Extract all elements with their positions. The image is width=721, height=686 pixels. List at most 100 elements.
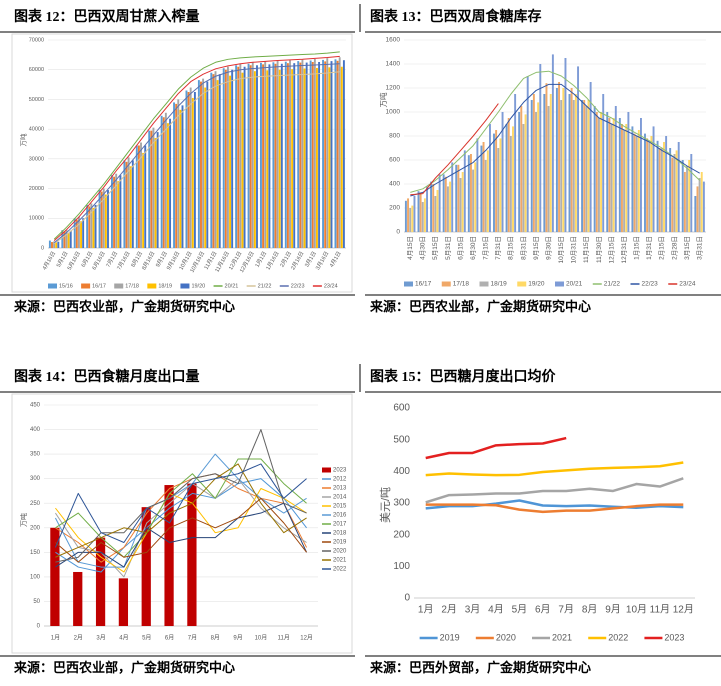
x-tick-label: 12月31日 xyxy=(620,236,628,263)
bar xyxy=(522,124,525,232)
bar xyxy=(417,191,420,232)
bar xyxy=(260,62,262,248)
legend-label: 15/16 xyxy=(59,283,73,289)
bar xyxy=(648,142,651,232)
series-line xyxy=(53,55,340,241)
bar xyxy=(482,142,485,232)
bar xyxy=(340,66,343,248)
x-tick-label: 11月 xyxy=(650,604,670,616)
x-tick-label: 3月31日 xyxy=(695,236,703,260)
bar xyxy=(57,241,60,248)
bar xyxy=(436,190,439,232)
bar xyxy=(618,118,621,232)
bar xyxy=(328,67,331,248)
bar xyxy=(154,138,157,248)
series-line xyxy=(55,502,308,568)
bar xyxy=(338,57,341,249)
legend-label: 23/24 xyxy=(679,281,696,288)
bar xyxy=(342,60,345,248)
x-tick-label: 3月 xyxy=(465,604,481,616)
bar xyxy=(247,63,250,249)
bar xyxy=(694,196,697,232)
x-tick-label: 7月15日 xyxy=(482,236,490,260)
bar xyxy=(256,65,258,248)
bar xyxy=(160,115,163,249)
x-tick-label: 12月15日 xyxy=(607,236,615,263)
legend-label: 2022 xyxy=(608,632,628,642)
bar xyxy=(202,78,205,248)
bar xyxy=(253,71,256,248)
bar xyxy=(86,204,89,248)
source: 来源：巴西农业部，广金期货研究中心 xyxy=(13,299,235,314)
legend-swatch xyxy=(180,283,190,289)
bar xyxy=(274,63,277,249)
legend-label: 2019 xyxy=(440,632,460,642)
bar xyxy=(545,83,548,232)
bar xyxy=(467,155,470,232)
x-tick-label: 4月30日 xyxy=(419,236,427,260)
x-tick-label: 10月 xyxy=(626,604,647,616)
bar xyxy=(268,64,271,248)
bar xyxy=(688,160,691,232)
bar xyxy=(113,176,116,248)
series-line xyxy=(410,103,499,196)
series-line xyxy=(55,463,307,558)
x-tick-label: 3月 xyxy=(96,635,105,642)
bar xyxy=(152,127,155,248)
bar xyxy=(88,206,91,248)
x-tick-label: 3月15日 xyxy=(683,236,691,260)
legend-swatch xyxy=(147,283,157,289)
legend-swatch xyxy=(517,281,527,287)
legend-label: 22/23 xyxy=(291,283,305,289)
bar xyxy=(663,142,665,232)
x-tick-label: 11月15日 xyxy=(582,236,590,263)
chart-title: 图表 13：巴西双周食糖库存 xyxy=(370,8,542,25)
legend-label: 16/17 xyxy=(92,283,106,289)
bar xyxy=(637,130,640,232)
bar xyxy=(137,145,140,248)
bar xyxy=(449,181,452,232)
bar xyxy=(301,59,304,249)
bar xyxy=(291,69,294,249)
x-tick-label: 5月31日 xyxy=(444,236,452,260)
bar xyxy=(669,148,672,232)
bar xyxy=(463,150,466,232)
bar xyxy=(280,63,283,249)
y-tick-label: 30000 xyxy=(29,156,44,162)
chart-frame xyxy=(11,33,353,293)
y-tick-label: 40000 xyxy=(29,127,44,133)
bar xyxy=(486,150,489,232)
series-line xyxy=(53,63,340,244)
bar xyxy=(141,507,151,626)
legend-swatch xyxy=(404,281,413,287)
bar xyxy=(509,136,512,232)
bar xyxy=(698,178,701,232)
legend-label: 2018 xyxy=(333,531,347,537)
x-tick-label: 8月15日 xyxy=(507,236,515,260)
legend-label: 19/20 xyxy=(528,281,545,288)
bar xyxy=(262,64,265,248)
y-tick-label: 300 xyxy=(393,498,410,509)
bar xyxy=(251,62,254,249)
y-tick-label: 400 xyxy=(393,466,410,477)
x-tick-label: 7月 xyxy=(188,635,197,642)
y-tick-label: 100 xyxy=(30,574,41,580)
y-tick-label: 50000 xyxy=(29,97,44,103)
bar xyxy=(243,66,246,248)
bar xyxy=(148,130,151,248)
x-tick-label: 8月31日 xyxy=(519,236,527,260)
bar xyxy=(671,157,674,232)
bar xyxy=(50,527,60,626)
series-line xyxy=(55,497,307,563)
y-axis-label: 万吨 xyxy=(378,92,388,107)
bar xyxy=(212,74,215,249)
bar xyxy=(77,216,80,248)
bar xyxy=(411,205,414,232)
bar xyxy=(98,190,101,248)
legend-label: 2023 xyxy=(333,468,347,474)
legend-label: 17/18 xyxy=(453,281,470,288)
bar xyxy=(512,126,514,232)
bar xyxy=(564,58,567,232)
bar xyxy=(123,160,126,248)
